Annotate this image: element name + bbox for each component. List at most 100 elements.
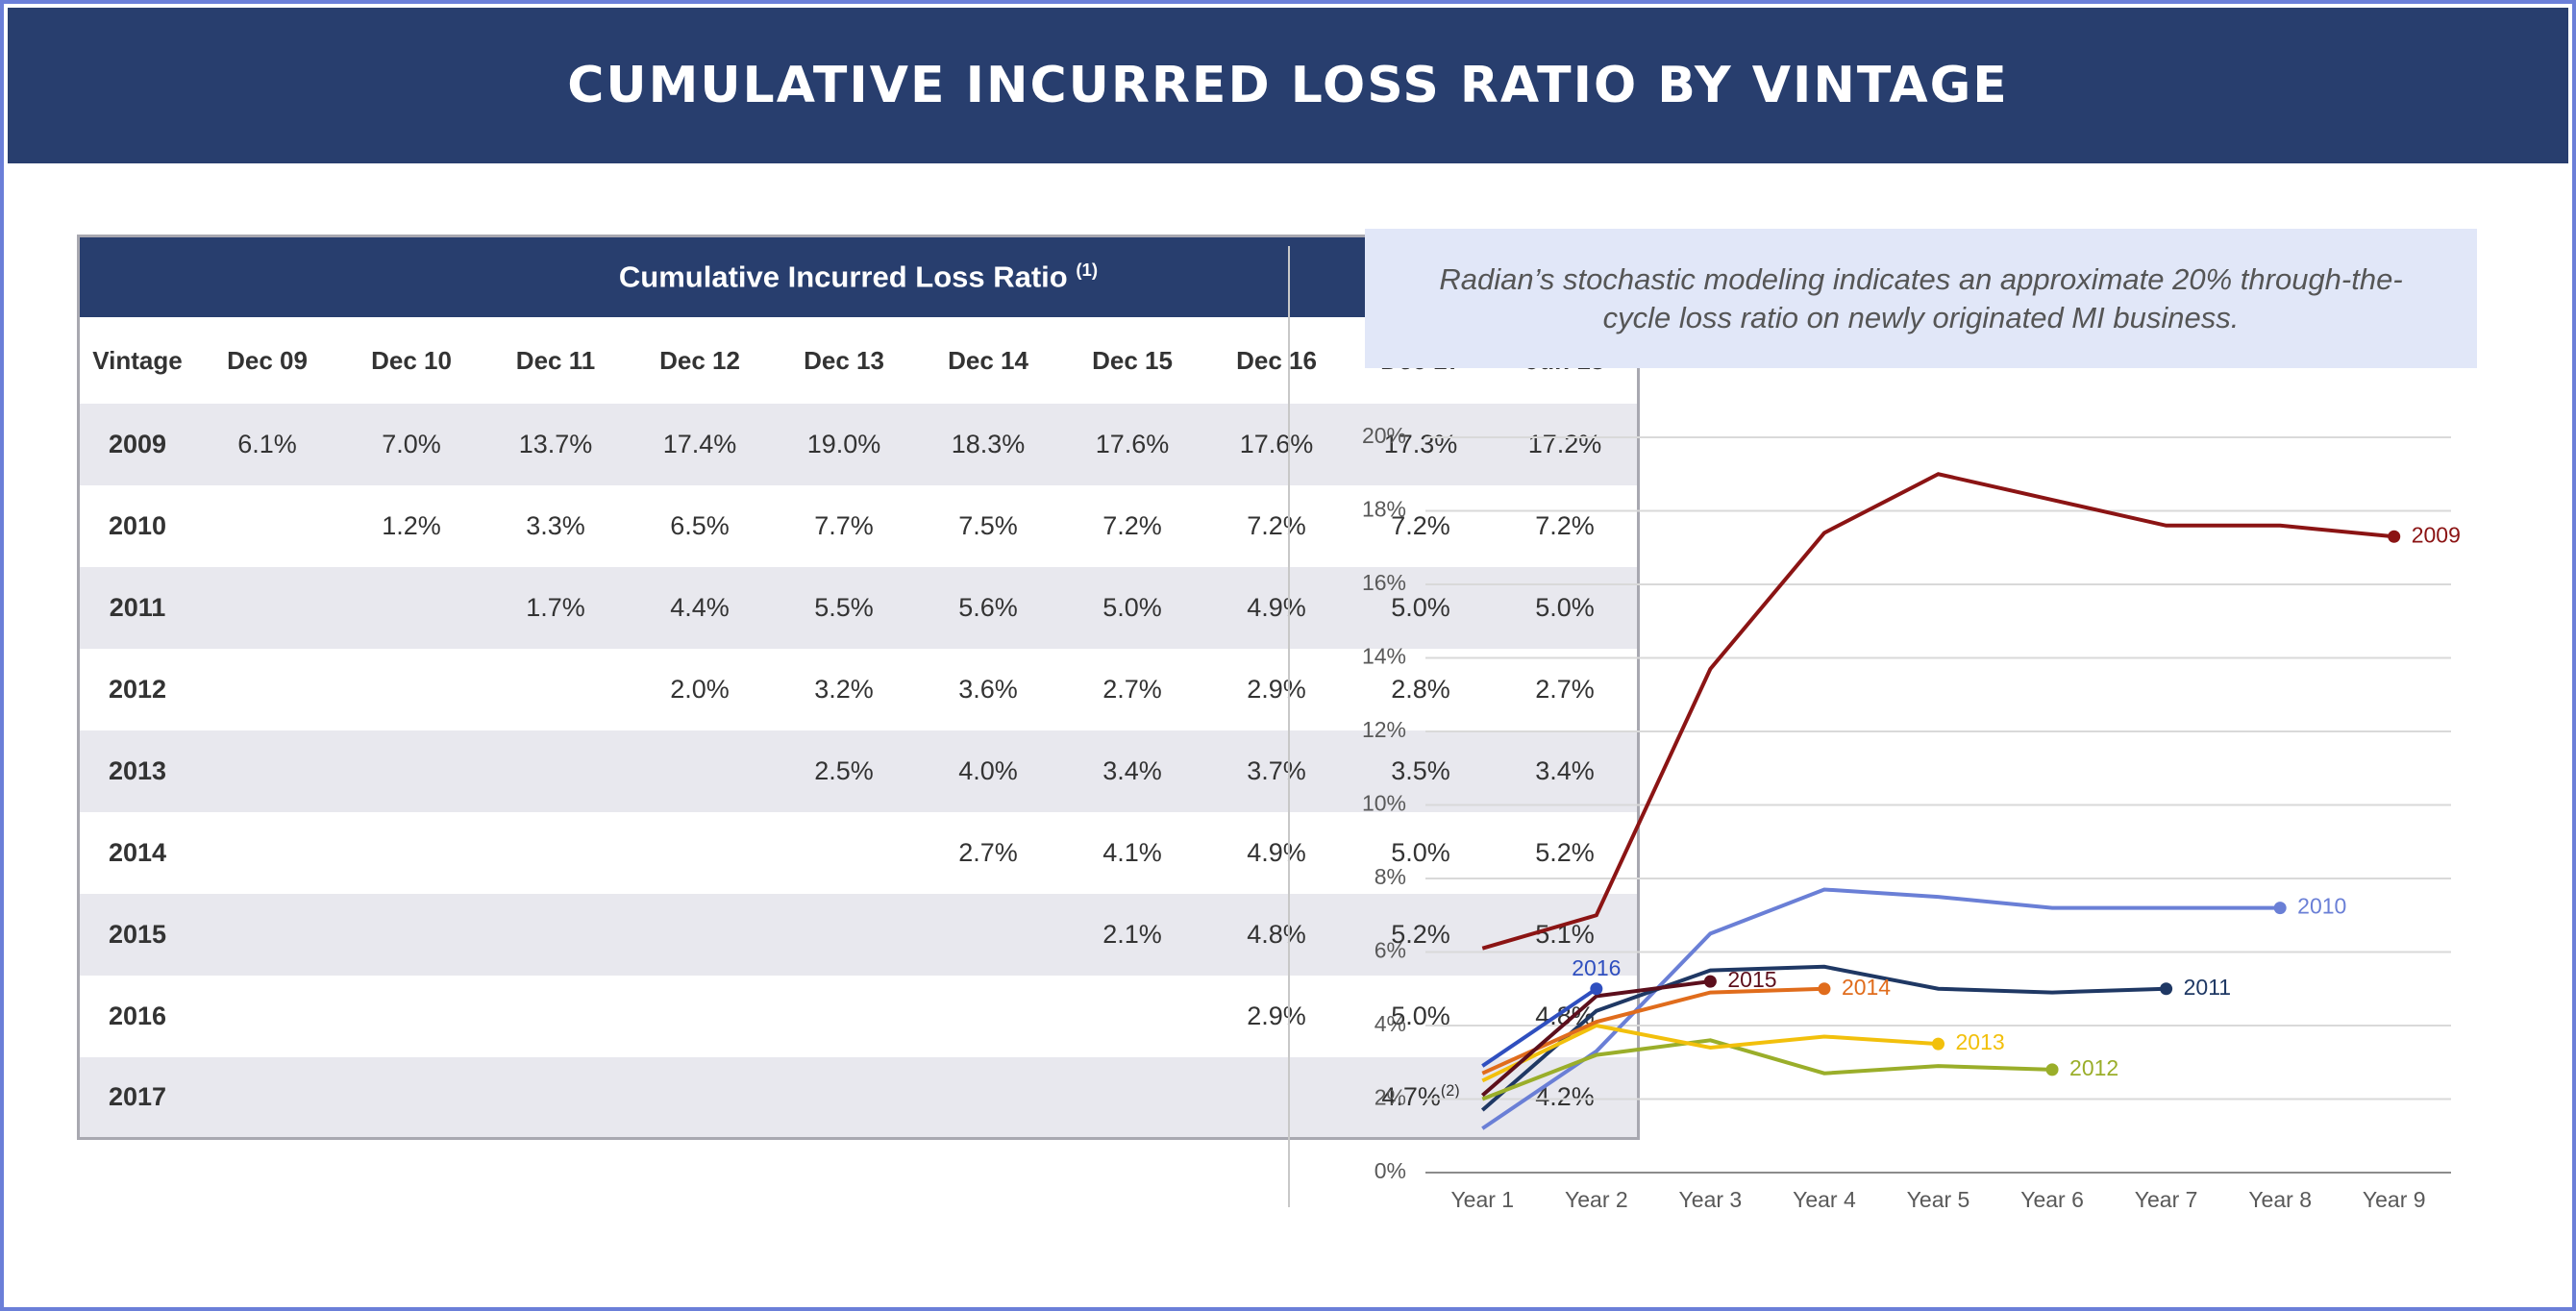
value-cell: 7.2% [1535,510,1595,540]
value-cell: 4.0% [958,755,1018,785]
series-line [1481,987,1598,1068]
value-cell: 7.5% [958,510,1018,540]
value-cell: 3.3% [526,510,585,540]
x-tick-label: Year 2 [1565,1187,1628,1212]
x-tick-label: Year 4 [1793,1187,1856,1212]
divider [1288,246,1290,1207]
y-tick-label: 4% [1375,1011,1406,1036]
series-label: 2015 [1727,967,1776,992]
table-row: 2013 2.5% 4.0% 3.4% 3.7% 3.5% 3.4% [78,730,1639,812]
x-tick-label: Year 6 [2020,1187,2084,1212]
vintage-cell: 2016 [108,1001,167,1030]
value-cell: 2.7% [958,837,1018,867]
callout-text: Radian’s stochastic modeling indicates a… [1439,261,2403,334]
value-cell: 7.0% [382,429,441,458]
vintage-cell: 2009 [108,429,167,458]
value-cell: 1.2% [382,510,441,540]
value-cell: 7.2% [1391,510,1450,540]
y-tick-label: 0% [1375,1158,1406,1183]
value-cell: 2.9% [1247,674,1306,704]
table-row: 2010 1.2% 3.3% 6.5% 7.7% 7.5% 7.2% 7.2% 7.2% 7.2% [79,485,1639,567]
table-row: 2015 2.1% 4.8% 5.2% 5.1% [78,893,1639,976]
end-marker [1932,1037,1944,1051]
value-cell: 4.9% [1247,592,1306,622]
y-tick-label: 16% [1362,570,1406,595]
value-cell: 5.0% [1391,592,1450,622]
series-label: 2014 [1842,975,1891,1000]
value-cell: 2.1% [1102,919,1162,949]
table-title: Cumulative Incurred Loss Ratio [618,260,1068,294]
value-cell: 3.7% [1247,755,1306,785]
series-label: 2009 [2412,522,2461,547]
series-line [1481,472,2394,951]
end-marker [2273,902,2287,915]
value-cell: 5.2% [1391,919,1450,949]
vintage-cell: 2014 [108,837,167,867]
series-line [1480,964,2167,1112]
series-label: 2013 [1956,1029,2005,1054]
y-tick-label: 12% [1362,717,1406,742]
value-cell: 4.8% [1247,919,1306,949]
value-cell: 3.2% [814,674,874,704]
value-cell: 6.1% [237,429,297,458]
value-cell: 3.6% [958,674,1018,704]
column-header: Dec 12 [659,345,740,375]
page-title: CUMULATIVE INCURRED LOSS RATIO BY VINTAG… [567,57,2009,114]
y-tick-label: 6% [1375,938,1406,963]
value-cell: 3.4% [1102,755,1162,785]
value-cell: 2.5% [814,755,874,785]
value-cell: 4.4% [670,592,730,622]
table-row: 2009 6.1% 7.0% 13.7% 17.4% 19.0% 18.3% 17.6% 17.… [78,403,1639,485]
value-cell: 17.2% [1527,429,1602,458]
column-header: Vintage [92,345,183,375]
vintage-cell: 2010 [108,510,167,540]
series-line [1481,1023,1939,1083]
end-marker [2160,982,2173,996]
value-cell: 5.5% [814,592,874,622]
column-header: Dec 16 [1236,345,1317,375]
series-label: 2011 [2184,975,2231,1000]
series-label: 2016 [1572,955,1621,980]
y-tick-label: 2% [1375,1085,1406,1110]
end-marker [1590,982,1603,996]
vintage-cell: 2017 [108,1081,167,1111]
y-tick-label: 20% [1362,423,1406,448]
table-row: 2012 2.0% 3.2% 3.6% 2.7% 2.9% 2.8% 2.7% [79,649,1639,730]
x-tick-label: Year 1 [1450,1187,1514,1212]
value-cell: 17.3% [1383,429,1458,458]
table-row: 2014 2.7% 4.1% 4.9% 5.0% 5.2% [79,812,1639,894]
column-header: Dec 13 [804,345,884,375]
value-cell: 1.7% [526,592,585,622]
callout: Radian’s stochastic modeling indicates a… [1365,229,2477,368]
value-cell: 7.7% [814,510,874,540]
column-header: Dec 10 [371,345,452,375]
value-cell: 13.7% [518,429,593,458]
table-title-note: (1) [1076,260,1099,281]
y-tick-label: 14% [1362,644,1406,669]
value-cell: 2.7% [1102,674,1162,704]
value-cell: 2.7% [1535,674,1595,704]
series-line [1481,887,2281,1130]
value-cell: 2.0% [670,674,730,704]
value-cell: 5.0% [1391,837,1450,867]
value-cell: 17.6% [1239,429,1314,458]
value-cell: 5.0% [1102,592,1162,622]
vintage-cell: 2011 [109,592,166,622]
table-title-cell: Cumulative Incurred Loss Ratio (1) [79,236,1639,317]
value-cell: 17.4% [662,429,737,458]
value-cell: 5.2% [1535,837,1595,867]
column-header: Dec 15 [1092,345,1173,375]
value-cell: 5.6% [958,592,1018,622]
value-cell: 5.0% [1535,592,1595,622]
x-tick-label: Year 9 [2363,1187,2426,1212]
value-cell: 7.2% [1102,510,1162,540]
x-tick-label: Year 8 [2248,1187,2312,1212]
x-tick-label: Year 3 [1679,1187,1743,1212]
cell-value: 4.7% [1381,1081,1441,1111]
value-cell: 2.9% [1247,1001,1306,1030]
series-label: 2012 [2069,1055,2118,1080]
series-line [1481,1038,2053,1101]
table-row: 2011 1.7% 4.4% 5.5% 5.6% 5.0% 4.9% 5.0% 5.0% [78,566,1639,649]
value-cell: 19.0% [806,429,881,458]
